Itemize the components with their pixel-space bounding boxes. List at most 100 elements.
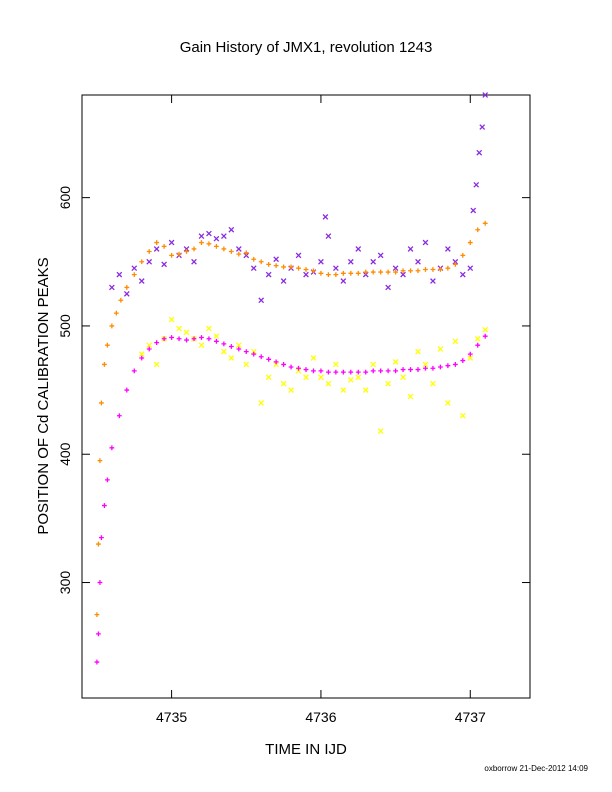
data-point: [109, 284, 115, 291]
data-point: [370, 269, 376, 275]
data-point: [325, 233, 332, 239]
footer-credit: oxborrow 21-Dec-2012 14:09: [484, 764, 588, 773]
data-point: [96, 541, 101, 547]
series-3: [94, 333, 488, 665]
data-point: [258, 400, 265, 406]
data-point: [370, 258, 377, 265]
data-point: [94, 612, 100, 618]
data-point: [109, 445, 115, 451]
data-point: [392, 265, 399, 272]
data-point: [228, 355, 235, 361]
data-point: [340, 278, 347, 284]
data-point: [139, 355, 145, 361]
data-point: [146, 258, 153, 265]
data-point: [154, 240, 160, 245]
data-point: [459, 271, 466, 278]
data-point: [243, 252, 250, 259]
data-point: [340, 369, 346, 375]
data-point: [333, 265, 339, 272]
data-point: [124, 387, 130, 393]
data-point: [99, 535, 104, 541]
data-point: [473, 181, 480, 188]
data-point: [139, 259, 145, 265]
data-point: [347, 258, 354, 265]
data-point: [235, 342, 242, 349]
y-tick-label: 500: [57, 314, 73, 338]
data-point: [467, 355, 474, 361]
data-point: [280, 278, 287, 284]
data-point: [400, 271, 406, 278]
data-point: [281, 362, 286, 367]
data-point: [266, 356, 272, 362]
data-point: [479, 124, 486, 130]
data-point: [310, 355, 317, 361]
data-point: [422, 361, 429, 368]
data-point: [393, 269, 398, 275]
data-point: [102, 362, 107, 367]
data-point: [214, 243, 219, 249]
data-point: [191, 336, 197, 342]
data-point: [470, 207, 477, 214]
data-point: [183, 329, 190, 336]
data-point: [474, 335, 481, 342]
data-point: [243, 250, 249, 256]
data-point: [266, 261, 272, 267]
data-point: [109, 323, 115, 329]
data-point: [303, 374, 309, 381]
series-1: [94, 220, 488, 618]
data-point: [445, 363, 451, 369]
data-point: [288, 264, 294, 270]
data-point: [221, 341, 227, 347]
data-point: [206, 241, 212, 247]
data-point: [318, 270, 324, 276]
data-point: [295, 252, 302, 259]
data-point: [184, 337, 189, 343]
data-point: [362, 271, 369, 278]
data-point: [228, 226, 235, 233]
data-point: [326, 369, 331, 375]
data-point: [407, 246, 414, 252]
data-point: [146, 342, 153, 349]
data-point: [333, 361, 339, 368]
data-point: [146, 249, 152, 254]
data-point: [437, 346, 444, 352]
data-point: [113, 310, 119, 316]
data-point: [138, 278, 145, 284]
data-point: [273, 361, 279, 368]
series-0: [109, 92, 489, 304]
data-point: [355, 270, 361, 276]
data-point: [400, 268, 406, 274]
data-point: [123, 291, 130, 297]
data-marks: [94, 92, 489, 665]
data-point: [214, 338, 219, 344]
data-point: [303, 367, 309, 372]
data-point: [340, 387, 347, 393]
data-point: [199, 335, 204, 340]
data-point: [452, 261, 458, 267]
data-point: [273, 359, 279, 365]
y-tick-label: 400: [57, 442, 73, 466]
data-point: [415, 348, 421, 355]
data-point: [363, 369, 369, 375]
data-point: [213, 333, 220, 340]
data-point: [438, 267, 443, 272]
data-point: [258, 354, 264, 360]
data-point: [423, 267, 428, 272]
data-point: [303, 271, 309, 278]
data-point: [415, 268, 421, 274]
data-point: [408, 268, 413, 274]
data-point: [445, 246, 451, 252]
data-point: [460, 252, 466, 258]
data-point: [415, 367, 421, 372]
data-point: [243, 361, 250, 368]
data-point: [116, 413, 122, 419]
data-point: [191, 246, 197, 252]
data-point: [467, 240, 473, 245]
data-point: [131, 272, 137, 278]
data-point: [430, 278, 436, 284]
data-point: [378, 368, 384, 374]
data-point: [348, 369, 354, 375]
data-point: [311, 368, 316, 374]
data-point: [452, 258, 459, 265]
data-point: [153, 361, 160, 368]
